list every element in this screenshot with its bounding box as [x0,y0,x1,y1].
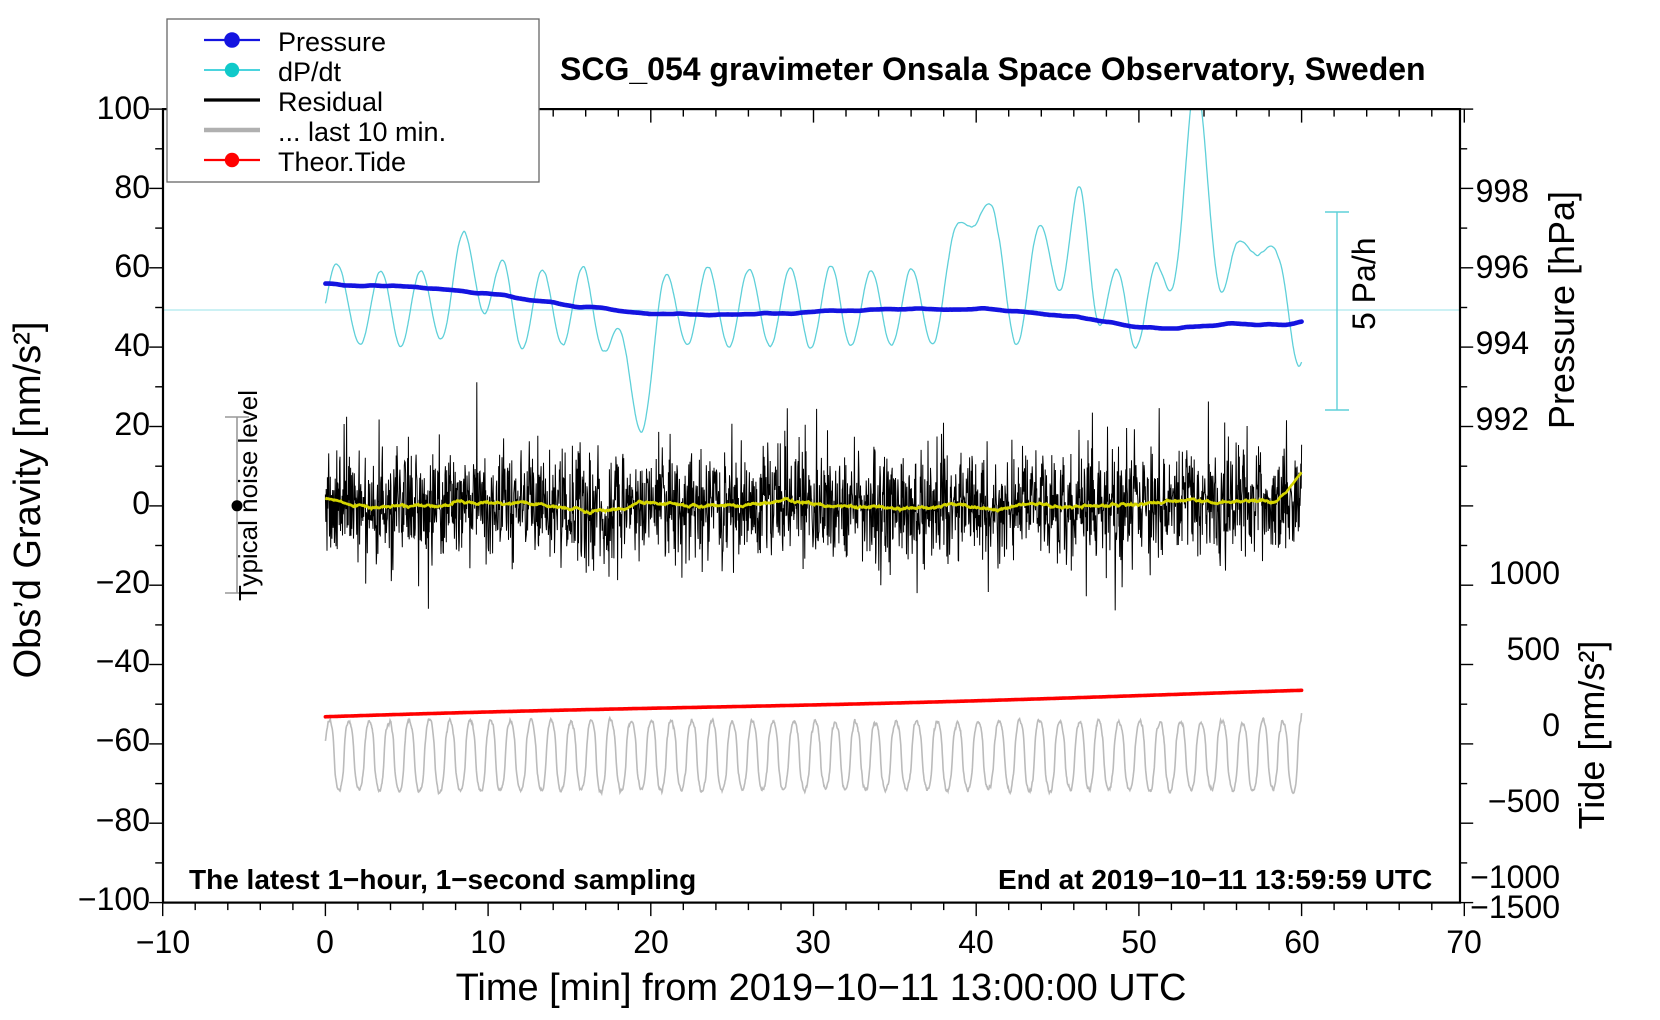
svg-text:1000: 1000 [1489,555,1560,591]
svg-text:... last 10 min.: ... last 10 min. [278,117,446,147]
svg-text:−10: −10 [136,924,190,960]
svg-text:10: 10 [470,924,506,960]
svg-text:992: 992 [1476,401,1529,437]
svg-text:50: 50 [1121,924,1157,960]
svg-text:60: 60 [1284,924,1320,960]
svg-text:dP/dt: dP/dt [278,57,342,87]
svg-text:20: 20 [633,924,669,960]
svg-text:Obs’d Gravity [nm/s²]: Obs’d Gravity [nm/s²] [7,322,49,679]
svg-text:Pressure [hPa]: Pressure [hPa] [1541,191,1582,429]
svg-text:0: 0 [1542,707,1560,743]
svg-text:Time [min] from 2019−10−11 13:: Time [min] from 2019−10−11 13:00:00 UTC [456,967,1187,1009]
svg-text:40: 40 [958,924,994,960]
svg-text:−100: −100 [78,881,150,917]
svg-text:−1500: −1500 [1470,889,1560,925]
svg-text:0: 0 [132,485,150,521]
svg-text:998: 998 [1476,173,1529,209]
svg-text:80: 80 [114,169,150,205]
svg-text:100: 100 [97,90,150,126]
svg-text:The latest 1−hour, 1−second sa: The latest 1−hour, 1−second sampling [189,864,696,895]
svg-text:End at 2019−10−11 13:59:59 UTC: End at 2019−10−11 13:59:59 UTC [998,864,1432,895]
svg-text:30: 30 [795,924,831,960]
svg-text:Typical noise level: Typical noise level [233,390,263,601]
svg-text:−60: −60 [96,722,150,758]
svg-text:60: 60 [114,248,150,284]
svg-text:500: 500 [1507,631,1560,667]
svg-text:996: 996 [1476,249,1529,285]
svg-text:−80: −80 [96,802,150,838]
svg-text:SCG_054 gravimeter Onsala Spac: SCG_054 gravimeter Onsala Space Observat… [560,51,1426,87]
svg-text:40: 40 [114,327,150,363]
svg-text:70: 70 [1446,924,1482,960]
svg-text:Tide [nm/s²]: Tide [nm/s²] [1571,641,1612,830]
svg-text:Pressure: Pressure [278,27,386,57]
svg-text:5 Pa/h: 5 Pa/h [1346,237,1382,330]
svg-text:0: 0 [316,924,334,960]
svg-text:−500: −500 [1488,783,1560,819]
svg-text:994: 994 [1476,325,1529,361]
svg-text:20: 20 [114,406,150,442]
svg-text:−20: −20 [96,564,150,600]
svg-text:Theor.Tide: Theor.Tide [278,147,406,177]
svg-text:−40: −40 [96,643,150,679]
svg-text:Residual: Residual [278,87,383,117]
